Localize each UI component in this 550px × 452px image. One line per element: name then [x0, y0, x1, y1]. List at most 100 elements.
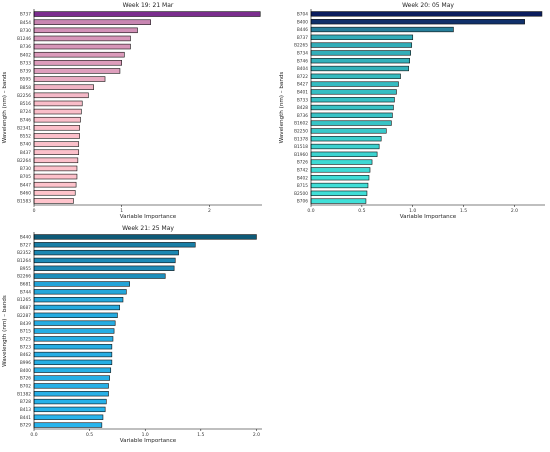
- x-tick-label: 0.0: [307, 208, 314, 214]
- bar-b724: [33, 108, 82, 115]
- category-label: B402: [297, 175, 308, 181]
- x-tick-label: 0.0: [30, 432, 37, 438]
- category-label: B726: [297, 160, 308, 166]
- category-label: B1246: [17, 36, 31, 42]
- bar-b462: [33, 351, 113, 358]
- bar-b1602: [310, 120, 392, 126]
- bar-b715: [33, 328, 115, 334]
- category-label: B729: [20, 423, 31, 429]
- category-label: B462: [20, 352, 31, 358]
- chart-title: Week 21: 25 May: [122, 225, 174, 232]
- category-label: B427: [297, 82, 308, 88]
- bar-b739: [33, 68, 121, 74]
- category-label: B746: [20, 117, 31, 123]
- bar-b996: [33, 359, 113, 366]
- bar-b1378: [310, 136, 382, 142]
- category-label: B401: [297, 90, 308, 96]
- x-axis-label: Variable Importance: [400, 214, 457, 220]
- bar-b730: [33, 165, 78, 172]
- category-label: B402: [20, 52, 31, 58]
- y-axis-label: Wavelength (nm) – bands: [2, 72, 8, 144]
- category-label: B595: [20, 77, 31, 83]
- x-tick-label: 0.5: [358, 208, 365, 214]
- category-label: B1265: [17, 297, 31, 303]
- category-label: B724: [20, 109, 31, 115]
- bar-b740: [33, 141, 80, 147]
- category-label: B447: [20, 182, 31, 188]
- category-label: B725: [20, 336, 31, 342]
- category-label: B715: [20, 329, 31, 335]
- bar-b1265: [33, 296, 124, 303]
- category-label: B440: [20, 235, 31, 241]
- bar-b955: [33, 265, 175, 271]
- category-label: B428: [297, 105, 308, 111]
- bar-b2341: [33, 125, 80, 131]
- category-label: B552: [20, 134, 31, 140]
- bar-b736: [33, 43, 131, 50]
- category-label: B400: [20, 368, 31, 374]
- chart-panel-1: Week 19: 21 Mar B737 B454 B730 B1246 B736 B402…: [2, 2, 262, 220]
- bar-b401: [310, 89, 397, 95]
- bar-b728: [33, 398, 107, 405]
- chart-title: Week 20: 05 May: [402, 2, 454, 9]
- category-label: B722: [297, 74, 308, 80]
- category-label: B2287: [17, 313, 31, 319]
- bar-b704: [310, 11, 543, 17]
- category-label: B733: [297, 97, 308, 103]
- bar-b400: [310, 19, 525, 25]
- bar-b744: [33, 289, 127, 295]
- category-label: B687: [20, 305, 31, 311]
- bar-b746: [33, 116, 81, 123]
- category-label: B715: [297, 183, 308, 189]
- category-label: B727: [20, 242, 31, 248]
- bar-b726: [310, 159, 373, 165]
- y-axis-label: Wavelength (nm) – bands: [2, 295, 8, 367]
- y-axis-label: Wavelength (nm) – bands: [279, 72, 285, 144]
- bar-b730: [33, 27, 138, 34]
- bar-b2352: [33, 249, 179, 256]
- category-label: B1378: [294, 136, 308, 142]
- bar-b439: [33, 320, 116, 326]
- bar-b440: [33, 234, 257, 240]
- bar-b595: [33, 76, 106, 82]
- category-label: B2500: [294, 191, 308, 197]
- category-label: B730: [20, 28, 31, 34]
- bar-b1246: [33, 35, 131, 42]
- category-label: B1264: [17, 258, 31, 264]
- category-label: B996: [20, 360, 31, 366]
- bar-b742: [310, 167, 371, 173]
- bar-b727: [33, 242, 196, 248]
- bar-b460: [33, 190, 76, 196]
- bar-b2256: [33, 92, 89, 99]
- x-axis-label: Variable Importance: [120, 214, 177, 220]
- category-label: B1518: [294, 144, 308, 150]
- category-label: B742: [297, 168, 308, 174]
- bar-b437: [33, 149, 80, 155]
- x-tick-label: 2: [208, 208, 211, 214]
- bar-b715: [310, 182, 369, 189]
- bar-b402: [310, 175, 370, 181]
- bar-b737: [310, 34, 414, 40]
- bar-b722: [310, 73, 401, 79]
- bar-b734: [310, 50, 412, 56]
- bar-b516: [33, 100, 83, 107]
- bar-b736: [310, 112, 393, 118]
- bar-b2287: [33, 312, 118, 318]
- category-label: B734: [297, 51, 308, 57]
- category-label: B2264: [17, 158, 31, 164]
- bar-b2266: [33, 273, 166, 279]
- bar-b706: [310, 198, 367, 204]
- category-label: B858: [20, 85, 31, 91]
- bar-b427: [310, 81, 399, 87]
- bar-b733: [33, 60, 122, 66]
- bar-b2250: [310, 128, 387, 134]
- category-label: B704: [297, 12, 308, 18]
- bar-b2500: [310, 190, 368, 196]
- bar-b400: [33, 367, 112, 373]
- bar-b1960: [310, 151, 378, 157]
- x-tick-label: 1: [120, 208, 123, 214]
- bar-b441: [33, 414, 104, 420]
- x-tick-label: 0: [33, 208, 36, 214]
- bar-b447: [33, 181, 77, 188]
